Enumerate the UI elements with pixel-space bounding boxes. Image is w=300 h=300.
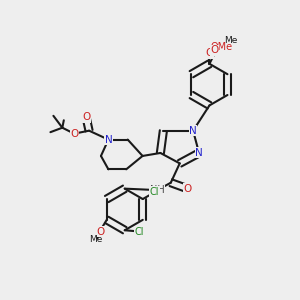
- Text: NH: NH: [150, 185, 165, 195]
- Text: O: O: [205, 48, 214, 59]
- Text: O: O: [211, 45, 219, 55]
- Text: Cl: Cl: [150, 187, 159, 196]
- Text: N: N: [195, 148, 203, 158]
- Text: Me: Me: [89, 235, 102, 244]
- Text: OMe: OMe: [211, 43, 233, 52]
- Text: N: N: [104, 135, 112, 145]
- Text: O: O: [183, 184, 191, 194]
- Text: O: O: [97, 227, 105, 237]
- Text: O: O: [70, 129, 78, 139]
- Text: O: O: [82, 112, 90, 122]
- Text: Cl: Cl: [135, 227, 144, 237]
- Text: Me: Me: [224, 36, 237, 45]
- Text: N: N: [189, 126, 197, 136]
